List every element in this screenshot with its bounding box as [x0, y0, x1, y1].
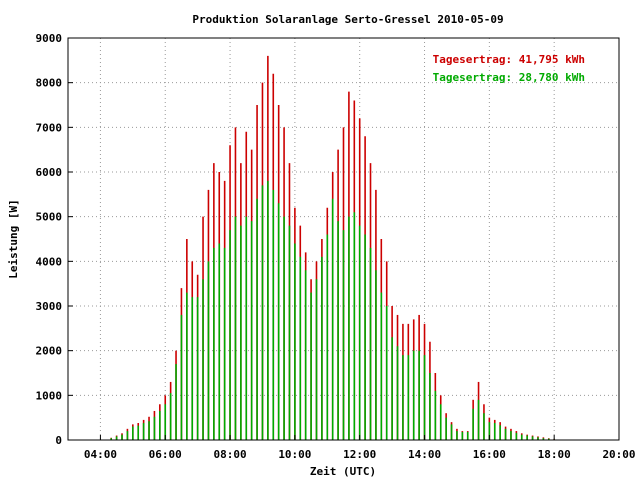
annotation-tagesertrag-green: Tagesertrag: 28,780 kWh	[433, 71, 585, 84]
y-tick-label: 6000	[36, 166, 63, 179]
ticks: 0 1000 2000 3000 4000 5000 6000 7000 8000 9000 04:…	[36, 32, 636, 461]
y-tick-label: 7000	[36, 121, 63, 134]
x-tick-label: 08:00	[213, 448, 246, 461]
x-tick-label: 06:00	[149, 448, 182, 461]
x-tick-label: 04:00	[84, 448, 117, 461]
y-tick-label: 9000	[36, 32, 63, 45]
y-tick-label: 3000	[36, 300, 63, 313]
x-tick-label: 10:00	[278, 448, 311, 461]
y-tick-label: 8000	[36, 77, 63, 90]
y-tick-label: 2000	[36, 345, 63, 358]
y-tick-label: 0	[55, 434, 62, 447]
annotation-tagesertrag-red: Tagesertrag: 41,795 kWh	[433, 53, 585, 66]
chart-title: Produktion Solaranlage Serto-Gressel 201…	[192, 13, 503, 26]
x-axis-label: Zeit (UTC)	[310, 465, 376, 478]
y-tick-label: 1000	[36, 389, 63, 402]
bars	[110, 55, 555, 440]
plot-frame	[67, 37, 620, 441]
x-tick-label: 20:00	[602, 448, 635, 461]
y-tick-label: 5000	[36, 211, 63, 224]
x-tick-label: 12:00	[343, 448, 376, 461]
x-tick-label: 16:00	[473, 448, 506, 461]
y-axis-label: Leistung [W]	[7, 199, 20, 278]
y-tick-label: 4000	[36, 255, 63, 268]
x-tick-label: 18:00	[538, 448, 571, 461]
x-tick-label: 14:00	[408, 448, 441, 461]
